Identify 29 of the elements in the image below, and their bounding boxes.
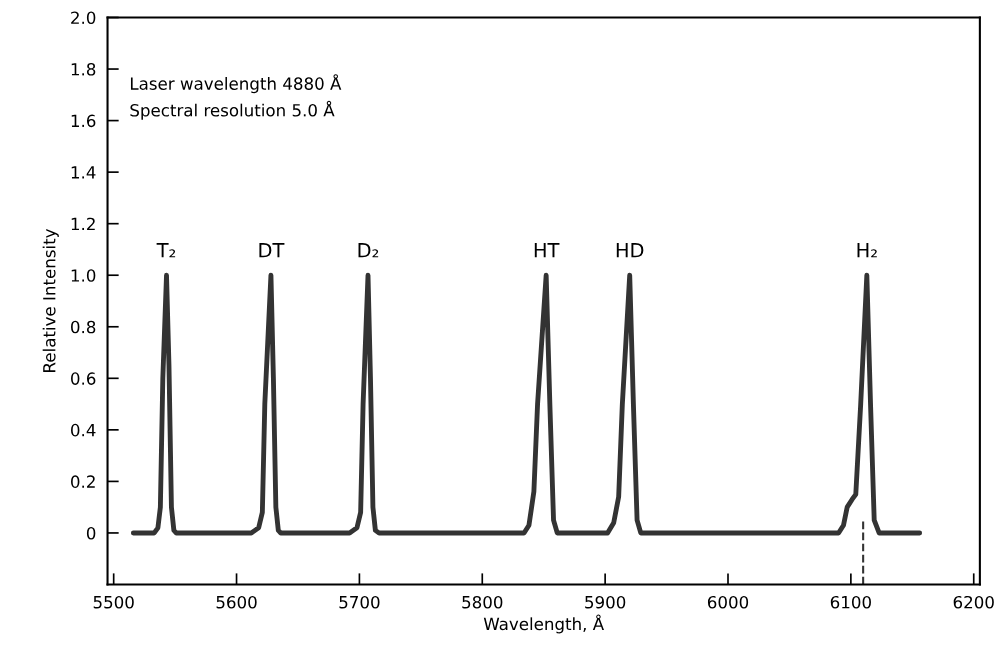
y-tick-label: 1.2	[71, 217, 95, 231]
y-tick-label: 0.4	[71, 423, 96, 437]
annotation: Laser wavelength 4880 Å Spectral resolution 5.0 Å	[130, 74, 342, 120]
annotation: HT	[534, 243, 560, 258]
y-axis-title: Relative Intensity	[42, 228, 59, 372]
annotation: H₂	[857, 243, 877, 258]
annotation: T₂	[156, 243, 176, 258]
annotation: D₂	[358, 243, 379, 258]
annotation: HD	[616, 243, 644, 258]
x-tick-label: 6200	[953, 595, 994, 609]
x-tick-label: 5600	[216, 595, 257, 609]
y-tick-label: 1.6	[71, 114, 96, 128]
y-tick-label: 0.2	[71, 475, 95, 488]
y-tick-label: 0	[86, 526, 96, 540]
y-tick-label: 2.0	[71, 11, 96, 25]
line-series	[130, 272, 923, 536]
x-tick-label: 5900	[585, 595, 626, 609]
y-tick-label: 1.4	[71, 166, 96, 179]
x-tick-label: 6000	[707, 595, 749, 609]
y-tick-label: 1.8	[71, 63, 96, 76]
x-tick-label: 5800	[462, 595, 503, 609]
x-tick-label: 6100	[830, 595, 871, 609]
x-axis-title: Wavelength, Å	[483, 614, 604, 634]
y-tick-label: 0.6	[71, 372, 96, 385]
y-tick-label: 0.8	[71, 320, 96, 334]
y-tick-label: 1.0	[71, 269, 96, 282]
x-tick-label: 5500	[93, 595, 134, 609]
x-tick-label: 5700	[339, 595, 380, 609]
annotation: DT	[259, 243, 285, 258]
